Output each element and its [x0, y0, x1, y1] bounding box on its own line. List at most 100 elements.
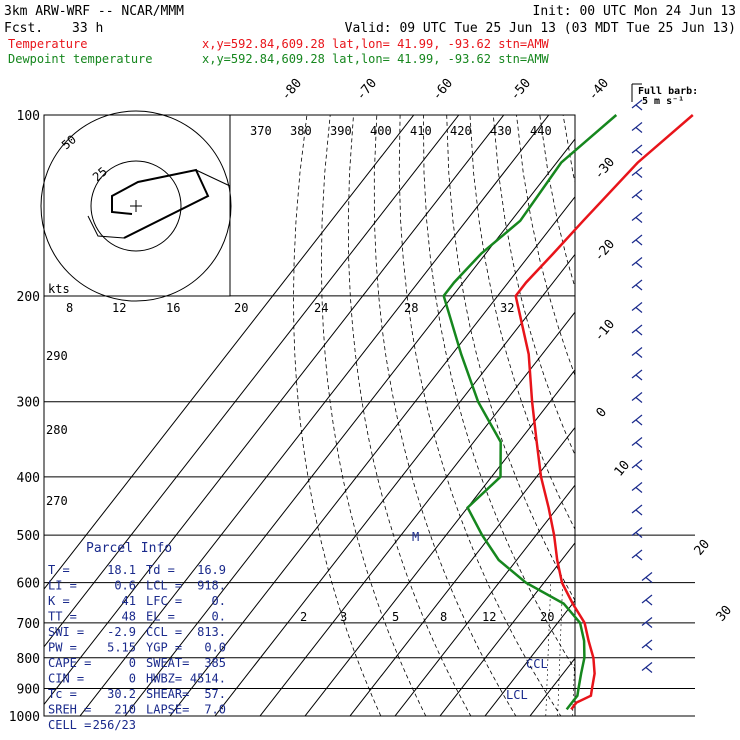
parcel-row-value: 30.2	[107, 687, 136, 701]
wind-barb	[641, 617, 653, 626]
isotherm-top-label: -60	[430, 76, 457, 104]
parcel-row-label: SWI =	[48, 625, 84, 639]
wind-barb-flag	[635, 329, 643, 336]
fcst-value: 33 h	[72, 21, 103, 36]
wind-barb-flag	[645, 667, 653, 673]
sounding-profiles: CCL LCL M	[412, 114, 694, 711]
parcel-row-value-2: 0.	[212, 594, 226, 608]
isotherm-line	[700, 115, 740, 729]
parcel-row-value: -2.9	[107, 625, 136, 639]
isotherm-line	[394, 484, 575, 716]
parcel-row-label-2: LAPSE=	[146, 703, 189, 717]
isotherm-line	[214, 253, 575, 716]
wind-barb	[631, 99, 643, 109]
ccl-marker: CCL	[526, 657, 548, 671]
wind-barb	[631, 167, 643, 176]
parcel-row-label: K =	[48, 594, 70, 608]
wind-barb	[631, 527, 643, 536]
wind-barb-flag	[635, 487, 643, 493]
isotherm-line	[79, 115, 550, 716]
parcel-row-label-2: Td =	[146, 563, 175, 577]
wind-barbs	[631, 99, 653, 673]
parcel-row-label: CAPE =	[48, 656, 91, 670]
wind-barb	[631, 212, 643, 221]
parcel-row-value-2: 385	[204, 656, 226, 670]
mixing-ratio-label: 3	[340, 610, 347, 624]
wind-barb-flag	[635, 554, 643, 561]
isotherm-line	[484, 599, 575, 716]
parcel-row-value: 41	[122, 594, 136, 608]
wind-barb	[641, 594, 653, 604]
isotherm-right-label: 30	[714, 603, 736, 625]
parcel-row-label: TT =	[48, 610, 77, 624]
hodograph-speed-tick: 28	[404, 301, 418, 315]
isotherm-right-label: 20	[692, 537, 714, 559]
wind-barb	[631, 437, 643, 446]
dewpoint-line	[442, 114, 618, 711]
wind-barb-flag	[635, 217, 643, 223]
wind-barb-flag	[635, 509, 643, 516]
isotherm-right-label: -20	[592, 237, 619, 265]
dewpoint-legend-info: x,y=592.84,609.28 lat,lon= 41.99, -93.62…	[202, 52, 550, 66]
wind-barb-flag	[645, 577, 653, 583]
dry-adiabat	[423, 115, 575, 671]
wind-barb	[631, 189, 643, 199]
pressure-tick-label: 900	[17, 682, 40, 697]
theta-label: 430	[490, 124, 512, 138]
pressure-tick-label: 800	[17, 652, 40, 667]
isotherm-line	[529, 657, 575, 716]
wind-barb	[631, 257, 643, 266]
wind-barb-flag	[635, 532, 643, 538]
wind-barb-flag	[645, 644, 653, 651]
dry-adiabat	[373, 115, 517, 716]
hodograph-trace-thin	[87, 169, 231, 239]
parcel-row-label: PW =	[48, 641, 77, 655]
parcel-row-value-2: 57.	[204, 687, 226, 701]
wind-barb-flag	[635, 104, 643, 111]
isotherm-line	[304, 369, 575, 716]
mixing-ratio-line	[557, 582, 563, 716]
wind-barb	[631, 324, 643, 334]
theta-label: 440	[530, 124, 552, 138]
theta-label: 370	[250, 124, 272, 138]
temperature-legend-label: Temperature	[8, 37, 87, 51]
mixing-ratio-label: 2	[300, 610, 307, 624]
theta-label: 410	[410, 124, 432, 138]
isotherm-top-label: -50	[508, 76, 535, 104]
lcl-marker: LCL	[506, 688, 528, 702]
parcel-row-value-2: 918.	[197, 579, 226, 593]
isotherm-line	[44, 115, 460, 648]
parcel-row-value-2: 0.	[212, 610, 226, 624]
wind-barb	[631, 392, 643, 401]
wind-barb-flag	[635, 239, 643, 246]
wind-barb	[631, 234, 643, 244]
isotherm-line	[44, 115, 415, 590]
parcel-row-label-2: SHEAR=	[146, 687, 189, 701]
valid-time: Valid: 09 UTC Tue 25 Jun 13 (03 MDT Tue …	[345, 21, 736, 36]
wind-key-title: Full barb:	[638, 86, 698, 97]
wind-barb-flag	[635, 442, 643, 448]
isotherm-top-label: -40	[586, 76, 613, 104]
parcel-row-value-2: 7.0	[204, 703, 226, 717]
wind-barb	[641, 572, 653, 581]
parcel-row-label-2: EL =	[146, 610, 175, 624]
mixing-ratio-line	[598, 583, 603, 716]
parcel-row-label: T =	[48, 563, 70, 577]
dewpoint-legend-label: Dewpoint temperature	[8, 52, 153, 66]
mixing-ratio-label: 5	[392, 610, 399, 624]
isotherm-line	[574, 715, 575, 716]
theta-left-label: 290	[46, 349, 68, 363]
wind-barb	[631, 302, 643, 311]
parcel-info-panel: Parcel Info T = 18.1 Td = 16.9 LI = 0.6 LCL = 9…	[43, 541, 226, 732]
parcel-row-label: Tc =	[48, 687, 77, 701]
dry-adiabat	[539, 115, 575, 289]
model-title: 3km ARW-WRF -- NCAR/MMM	[4, 4, 184, 19]
parcel-row-value-2: 813.	[197, 625, 226, 639]
temperature-legend-info: x,y=592.84,609.28 lat,lon= 41.99, -93.62…	[202, 37, 550, 51]
parcel-row-value: 0	[129, 656, 136, 670]
pressure-tick-label: 100	[17, 109, 40, 124]
wind-barb	[631, 122, 643, 131]
parcel-row-label-2: LCL =	[146, 579, 182, 593]
dry-adiabat	[293, 115, 382, 716]
hodograph-ring-inner	[90, 160, 182, 252]
